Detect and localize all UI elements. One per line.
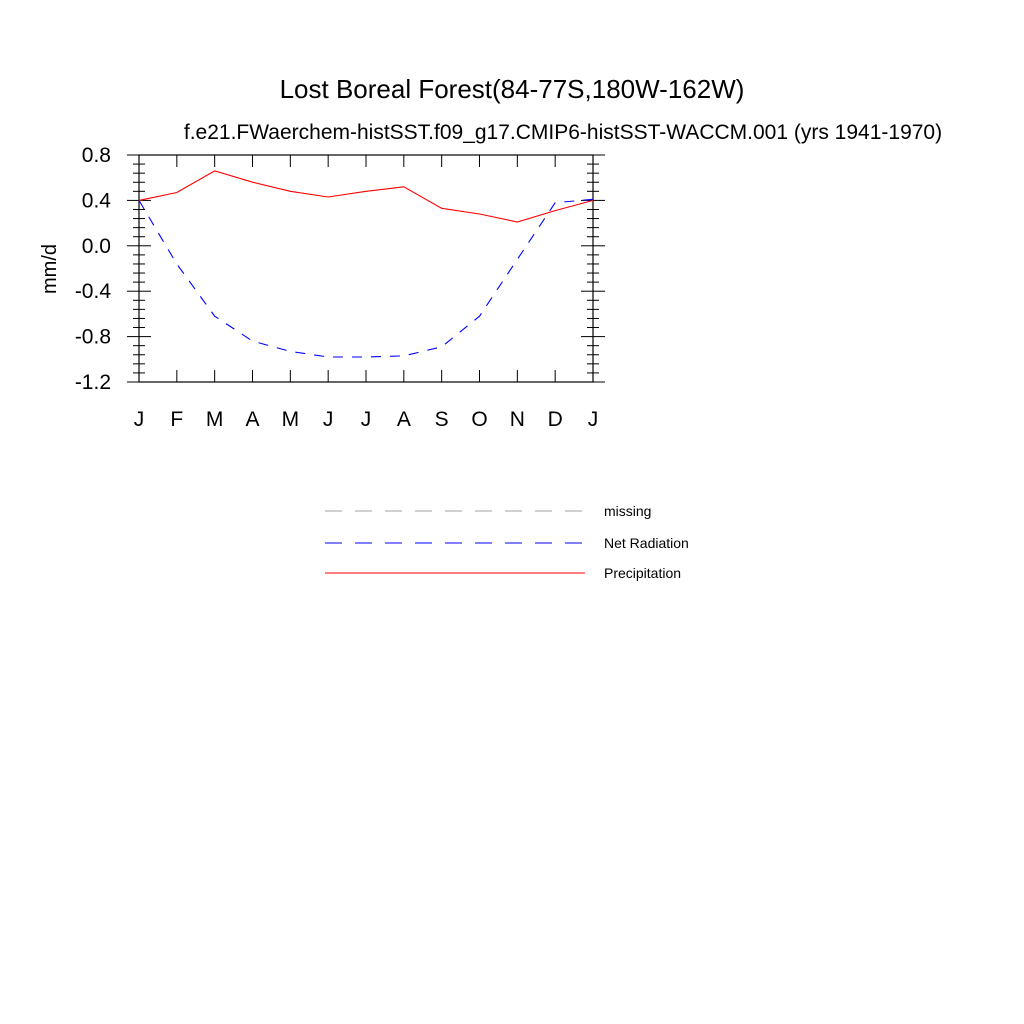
x-tick-label: A [245, 408, 259, 431]
x-tick-label: S [435, 408, 449, 431]
x-tick-label: F [170, 408, 183, 431]
x-tick-label: J [361, 408, 372, 431]
plot-area: J F M A M J J A S O N D J0.80.40.0-0.4-0.8-1.2 [75, 144, 605, 431]
legend-label: Net Radiation [604, 535, 689, 551]
series-line-net-radiation [138, 198, 594, 358]
y-tick-label: 0.8 [82, 144, 111, 167]
y-tick-label: 0.4 [82, 189, 112, 212]
y-axis-label: mm/d [39, 244, 61, 294]
y-tick-label: -0.4 [75, 280, 112, 303]
y-tick-label: -0.8 [75, 326, 111, 349]
plot-frame [138, 154, 594, 383]
legend: missing Net Radiation Precipitation [325, 503, 689, 581]
legend-label: missing [604, 503, 651, 519]
x-tick-label: J [134, 408, 145, 431]
legend-label: Precipitation [604, 565, 681, 581]
x-tick-label: J [588, 408, 599, 431]
x-tick-label: M [282, 408, 300, 431]
x-tick-label: O [471, 408, 487, 431]
chart-title: Lost Boreal Forest(84-77S,180W-162W) [280, 74, 745, 104]
x-tick-label: M [206, 408, 224, 431]
y-tick-label: 0.0 [82, 235, 111, 258]
series-line-precipitation [138, 170, 594, 223]
x-tick-label: J [323, 408, 334, 431]
chart-subtitle: f.e21.FWaerchem-histSST.f09_g17.CMIP6-hi… [184, 121, 942, 144]
x-tick-label: A [397, 408, 411, 431]
x-tick-label: D [548, 408, 563, 431]
y-tick-label: -1.2 [75, 371, 111, 394]
x-tick-label: N [510, 408, 525, 431]
